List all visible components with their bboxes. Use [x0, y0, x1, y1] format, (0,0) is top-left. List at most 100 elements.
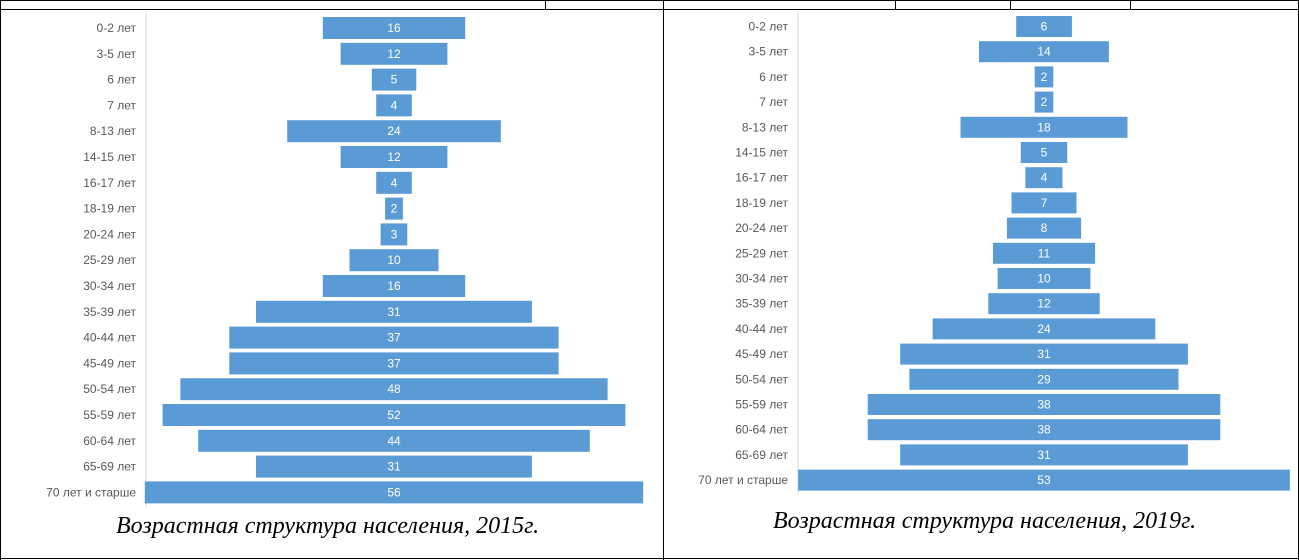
bar	[256, 455, 532, 478]
chart-2019: 6 0-2 лет 14 3-5 лет 2 6 лет 2 7 лет 18 8-13 лет 5…	[664, 0, 1298, 520]
bar	[340, 146, 448, 168]
bar	[287, 120, 501, 143]
data-label: 8	[1041, 221, 1048, 235]
bar	[1034, 91, 1054, 113]
bar	[867, 394, 1221, 415]
data-label: 37	[387, 356, 401, 370]
category-tick-label: 20-24 лет	[735, 221, 788, 235]
data-label: 16	[387, 279, 401, 293]
table-top-border	[0, 0, 1299, 1]
category-tick-label: 65-69 лет	[83, 460, 136, 474]
category-tick-label: 30-34 лет	[735, 272, 788, 286]
bar	[909, 368, 1179, 390]
data-label: 4	[391, 176, 398, 190]
category-tick-label: 55-59 лет	[83, 408, 136, 422]
data-label: 29	[1037, 372, 1051, 386]
data-label: 6	[1041, 20, 1048, 34]
table-middle-border	[663, 0, 664, 560]
data-label: 31	[387, 305, 401, 319]
bar	[376, 94, 412, 117]
category-tick-label: 55-59 лет	[735, 398, 788, 412]
data-label: 10	[387, 253, 401, 267]
table-top-cell-border	[1130, 0, 1131, 9]
category-tick-label: 16-17 лет	[83, 176, 136, 190]
data-label: 7	[1041, 196, 1048, 210]
bar	[340, 42, 448, 65]
chart-2015: 16 0-2 лет 12 3-5 лет 5 6 лет 4 7 лет 24 8-13 лет…	[0, 0, 663, 520]
data-label: 12	[387, 47, 401, 61]
category-tick-label: 45-49 лет	[735, 347, 788, 361]
data-label: 38	[1037, 423, 1051, 437]
category-tick-label: 50-54 лет	[735, 372, 788, 386]
bar	[322, 17, 466, 39]
bar	[900, 343, 1188, 365]
bar	[979, 41, 1109, 63]
category-tick-label: 70 лет и старше	[698, 473, 788, 487]
data-label: 10	[1037, 272, 1051, 286]
data-label: 24	[387, 124, 401, 138]
category-tick-label: 6 лет	[107, 73, 136, 87]
table-bottom-border	[0, 558, 1299, 559]
bar	[798, 469, 1290, 491]
category-tick-label: 35-39 лет	[735, 297, 788, 311]
category-tick-label: 7 лет	[107, 98, 136, 112]
category-tick-label: 40-44 лет	[735, 322, 788, 336]
category-tick-label: 16-17 лет	[735, 171, 788, 185]
bar	[180, 378, 608, 401]
data-label: 31	[1037, 448, 1051, 462]
bar	[1025, 167, 1063, 189]
bar	[1016, 16, 1072, 37]
data-label: 3	[391, 227, 398, 241]
category-tick-label: 0-2 лет	[749, 20, 789, 34]
category-tick-label: 0-2 лет	[97, 21, 137, 35]
category-tick-label: 60-64 лет	[83, 434, 136, 448]
category-tick-label: 35-39 лет	[83, 305, 136, 319]
table-top-cell-border	[1010, 0, 1011, 9]
data-label: 4	[391, 98, 398, 112]
data-label: 2	[1041, 70, 1048, 84]
category-tick-label: 40-44 лет	[83, 331, 136, 345]
table-top-cell-border	[895, 0, 896, 9]
category-tick-label: 18-19 лет	[83, 202, 136, 216]
bar	[1011, 192, 1077, 214]
data-label: 5	[1041, 146, 1048, 160]
bar	[1006, 217, 1082, 239]
bar	[229, 352, 559, 375]
data-label: 5	[391, 73, 398, 87]
bar	[144, 481, 644, 504]
bar	[198, 429, 590, 452]
category-tick-label: 14-15 лет	[735, 146, 788, 160]
bar	[900, 444, 1188, 466]
chart-2019-svg: 6 0-2 лет 14 3-5 лет 2 6 лет 2 7 лет 18 8-13 лет 5…	[698, 12, 1290, 495]
bar	[993, 242, 1096, 264]
data-label: 56	[387, 485, 401, 499]
data-label: 53	[1037, 473, 1051, 487]
bar	[960, 116, 1128, 138]
category-tick-label: 45-49 лет	[83, 356, 136, 370]
table-top-cell-border	[545, 0, 546, 9]
category-tick-label: 6 лет	[759, 70, 788, 84]
data-label: 18	[1037, 120, 1051, 134]
data-label: 24	[1037, 322, 1051, 336]
bar	[322, 275, 466, 297]
data-label: 12	[387, 150, 401, 164]
chart-2015-caption: Возрастная структура населения, 2015г.	[116, 513, 540, 539]
data-label: 16	[387, 21, 401, 35]
bar	[1020, 142, 1068, 163]
category-tick-label: 3-5 лет	[749, 45, 789, 59]
category-tick-label: 3-5 лет	[97, 47, 137, 61]
data-label: 4	[1041, 171, 1048, 185]
bar	[229, 326, 559, 349]
data-label: 2	[391, 202, 398, 216]
category-tick-label: 60-64 лет	[735, 423, 788, 437]
category-tick-label: 25-29 лет	[83, 253, 136, 267]
bar	[932, 318, 1156, 340]
category-tick-label: 70 лет и старше	[46, 485, 136, 499]
category-tick-label: 30-34 лет	[83, 279, 136, 293]
category-tick-label: 50-54 лет	[83, 382, 136, 396]
category-tick-label: 20-24 лет	[83, 227, 136, 241]
data-label: 31	[1037, 347, 1051, 361]
table-row-border	[0, 9, 1299, 10]
category-tick-label: 8-13 лет	[742, 120, 789, 134]
